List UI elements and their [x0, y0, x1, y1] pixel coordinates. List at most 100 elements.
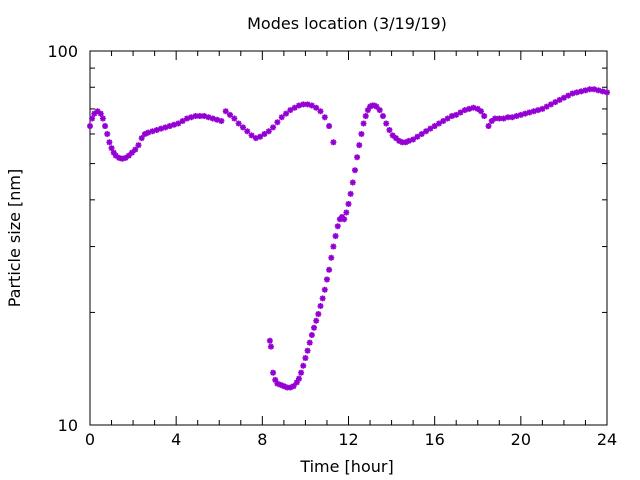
- x-tick-label: 12: [338, 430, 358, 449]
- data-point: [423, 128, 430, 135]
- data-point: [332, 233, 339, 240]
- data-point: [470, 104, 477, 111]
- data-point: [274, 380, 281, 387]
- data-point: [108, 145, 115, 152]
- data-point: [496, 115, 503, 122]
- data-point: [162, 124, 169, 131]
- data-point: [235, 120, 242, 127]
- plot-frame: [89, 50, 608, 426]
- data-point: [99, 115, 106, 122]
- data-point: [509, 114, 516, 121]
- data-point: [158, 125, 165, 132]
- data-point: [386, 126, 393, 133]
- data-point: [129, 149, 136, 156]
- data-point: [326, 123, 333, 130]
- data-point: [267, 343, 274, 350]
- axis-ticks: 0 4 8 12 16 20 24 10 100: [47, 42, 617, 449]
- data-point: [347, 190, 354, 197]
- data-point: [125, 152, 132, 159]
- data-point: [526, 109, 533, 116]
- data-point: [102, 123, 109, 130]
- data-point: [149, 128, 156, 135]
- data-point: [591, 86, 598, 93]
- data-point: [214, 116, 221, 123]
- data-point: [132, 146, 139, 153]
- data-point: [604, 89, 610, 96]
- data-point: [392, 135, 399, 142]
- data-point: [530, 108, 537, 115]
- data-point: [104, 130, 111, 137]
- data-point: [345, 200, 352, 207]
- y-axis-label: Particle size [nm]: [5, 169, 24, 308]
- data-point: [295, 102, 302, 109]
- data-point: [321, 114, 328, 121]
- data-points: [87, 86, 610, 391]
- data-point: [504, 114, 511, 121]
- data-point: [334, 223, 341, 230]
- data-point: [364, 107, 371, 114]
- data-point: [315, 311, 322, 318]
- y-tick-label: 10: [58, 416, 78, 435]
- data-point: [106, 139, 113, 146]
- data-point: [362, 113, 369, 120]
- data-point: [166, 123, 173, 130]
- data-point: [306, 339, 313, 346]
- data-point: [284, 384, 291, 391]
- data-point: [461, 107, 468, 114]
- data-point: [578, 88, 585, 95]
- data-point: [599, 88, 606, 95]
- data-point: [399, 139, 406, 146]
- data-point: [145, 129, 152, 136]
- data-point: [351, 167, 358, 174]
- data-point: [586, 86, 593, 93]
- data-point: [488, 117, 495, 124]
- data-point: [290, 383, 297, 390]
- data-point: [244, 128, 251, 135]
- data-point: [119, 155, 126, 162]
- data-point: [112, 152, 119, 159]
- data-point: [227, 111, 234, 118]
- data-point: [431, 123, 438, 130]
- data-point: [196, 113, 203, 120]
- data-point: [302, 355, 309, 362]
- data-point: [300, 101, 307, 108]
- data-point: [201, 113, 208, 120]
- data-point: [295, 375, 302, 382]
- data-point: [192, 113, 199, 120]
- data-point: [321, 286, 328, 293]
- data-point: [97, 110, 104, 117]
- data-point: [547, 101, 554, 108]
- data-point: [257, 133, 264, 140]
- data-point: [539, 105, 546, 112]
- data-point: [435, 120, 442, 127]
- data-point: [122, 154, 129, 161]
- data-point: [582, 87, 589, 94]
- data-point: [272, 376, 279, 383]
- data-point: [87, 123, 93, 130]
- data-point: [358, 130, 365, 137]
- data-point: [175, 120, 182, 127]
- data-point: [444, 115, 451, 122]
- data-point: [360, 120, 367, 127]
- data-point: [116, 154, 123, 161]
- data-point: [277, 381, 284, 388]
- data-point: [89, 115, 96, 122]
- data-point: [153, 126, 160, 133]
- data-point: [188, 114, 195, 121]
- x-axis-label: Time [hour]: [299, 457, 393, 476]
- data-point: [323, 276, 330, 283]
- data-point: [179, 117, 186, 124]
- data-point: [396, 137, 403, 144]
- data-point: [110, 149, 117, 156]
- data-point: [304, 101, 311, 108]
- data-point: [485, 123, 492, 130]
- x-tick-label: 0: [85, 430, 95, 449]
- data-point: [265, 128, 272, 135]
- data-point: [414, 133, 421, 140]
- data-point: [383, 120, 390, 127]
- data-point: [552, 99, 559, 106]
- data-point: [266, 337, 273, 344]
- data-point: [354, 154, 361, 161]
- data-point: [440, 117, 447, 124]
- data-point: [330, 139, 337, 146]
